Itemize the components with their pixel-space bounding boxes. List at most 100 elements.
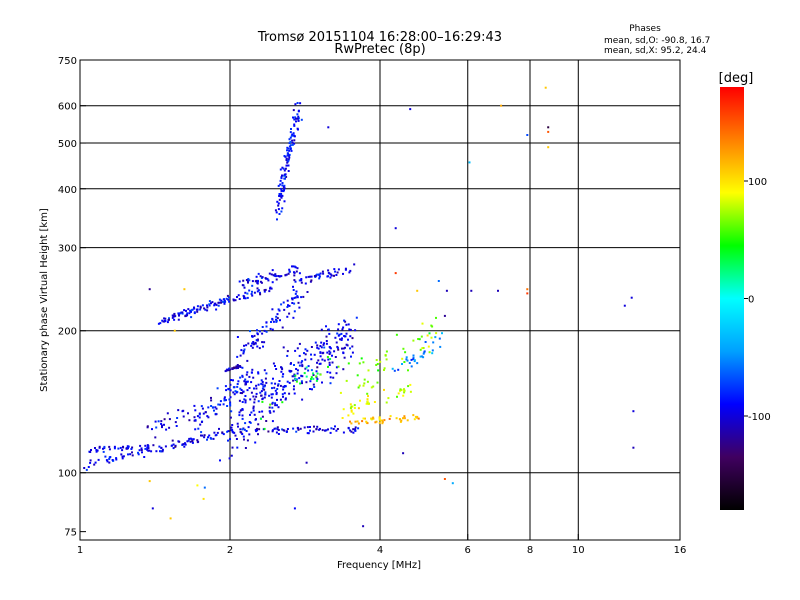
echo-point (378, 421, 381, 424)
echo-point (226, 430, 229, 433)
echo-point (288, 304, 291, 307)
echo-point (283, 184, 286, 187)
echo-point (247, 281, 249, 284)
echo-point (239, 387, 242, 390)
echo-point (275, 393, 278, 396)
echo-point (277, 433, 280, 435)
echo-point (410, 365, 413, 368)
echo-point (632, 410, 635, 413)
echo-point (349, 420, 351, 423)
echo-point (130, 448, 133, 450)
echo-point (219, 459, 221, 462)
echo-point (240, 349, 243, 352)
echo-point (98, 445, 101, 448)
echo-point (391, 367, 394, 370)
echo-point (228, 388, 231, 391)
echo-point (258, 410, 261, 413)
echo-point (102, 447, 104, 450)
echo-point (294, 116, 297, 119)
echo-point (329, 376, 332, 379)
echo-point (241, 428, 244, 431)
echo-point (265, 330, 268, 333)
echo-point (286, 299, 289, 302)
echo-point (251, 280, 254, 283)
echo-point (276, 218, 278, 221)
echo-point (248, 387, 251, 389)
echo-point (193, 404, 196, 407)
echo-point (383, 419, 386, 422)
echo-point (323, 359, 326, 362)
echo-point (423, 350, 426, 353)
echo-point (199, 423, 202, 426)
echo-point (300, 118, 303, 121)
echo-point (293, 364, 295, 366)
echo-point (296, 296, 299, 299)
echo-point (497, 289, 499, 292)
echo-point (236, 366, 239, 369)
echo-point (199, 308, 202, 311)
echo-point (406, 419, 409, 422)
echo-point (266, 277, 269, 280)
echo-point (229, 383, 232, 386)
echo-point (352, 431, 355, 434)
echo-point (296, 113, 299, 116)
echo-point (403, 391, 406, 394)
echo-point (113, 447, 116, 450)
echo-point (297, 115, 300, 118)
echo-point (247, 426, 250, 429)
echo-point (181, 311, 184, 314)
echo-point (357, 427, 360, 430)
echo-point (293, 142, 296, 145)
echo-point (252, 405, 255, 408)
x-tick-label: 16 (674, 545, 687, 556)
echo-point (148, 480, 151, 483)
echo-point (202, 497, 205, 500)
echo-point (407, 369, 409, 372)
echo-point (260, 417, 262, 420)
echo-point (342, 408, 345, 411)
echo-point (277, 384, 279, 387)
echo-point (257, 423, 260, 426)
echo-point (284, 173, 287, 176)
echo-point (322, 351, 325, 354)
echo-point (350, 409, 353, 412)
echo-point (172, 447, 175, 450)
echo-point (256, 329, 258, 332)
echo-point (277, 383, 280, 386)
echo-point (344, 267, 347, 270)
echo-point (281, 375, 284, 378)
echo-point (321, 429, 324, 432)
echo-point (257, 280, 259, 283)
echo-point (339, 391, 342, 394)
echo-point (206, 415, 209, 418)
echo-point (178, 314, 180, 317)
echo-point (146, 448, 149, 451)
echo-point (395, 417, 398, 420)
echo-point (188, 419, 191, 422)
echo-point (260, 382, 263, 385)
echo-point (188, 312, 191, 315)
echo-point (281, 184, 284, 187)
echo-point (96, 449, 99, 452)
echo-point (258, 347, 261, 350)
echo-point (350, 405, 353, 408)
echo-point (256, 333, 259, 336)
legend-line-x: mean, sd,X: 95.2, 24.4 (604, 46, 707, 56)
echo-point (191, 441, 194, 444)
echo-point (354, 329, 357, 332)
echo-point (277, 275, 280, 277)
echo-point (285, 175, 288, 178)
y-tick-label: 75 (64, 528, 77, 539)
echo-point (275, 211, 278, 214)
echo-point (403, 361, 406, 363)
echo-point (228, 367, 231, 370)
echo-point (342, 431, 345, 434)
echo-point (229, 402, 232, 405)
echo-point (286, 428, 289, 430)
echo-point (428, 332, 431, 335)
echo-point (169, 517, 172, 520)
echo-point (276, 398, 278, 401)
echo-point (293, 265, 296, 268)
echo-point (237, 380, 240, 383)
echo-point (341, 417, 344, 419)
